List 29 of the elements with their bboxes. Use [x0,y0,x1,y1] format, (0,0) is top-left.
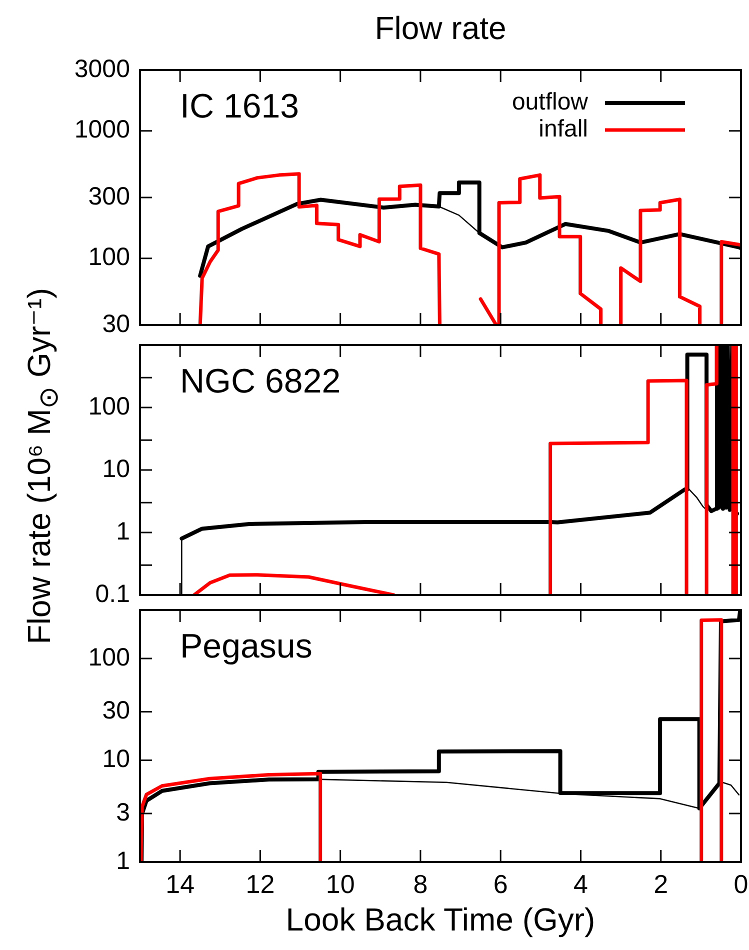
y-tick-label: 3 [116,798,130,826]
y-tick-label: 0.1 [95,580,130,608]
text: NGC 6822 [180,362,341,400]
y-tick-label: 100 [88,643,130,672]
x-tick-label: 2 [654,868,668,899]
x-axis-title: Look Back Time (Gyr) [286,902,596,938]
y-tick-label: 1 [116,517,130,546]
x-tick-label: 10 [326,868,355,899]
legend-label: outflow [512,88,589,116]
text: IC 1613 [180,87,300,126]
y-tick-label: 30 [102,696,130,725]
x-tick-label: 14 [166,868,195,899]
x-tick-label: 12 [246,868,275,899]
y-tick-label: 300 [88,182,130,210]
x-tick-label: 8 [413,868,428,899]
x-tick-label: 0 [734,868,748,899]
y-tick-label: 100 [88,392,130,420]
y-tick-label: 1 [116,846,130,875]
x-tick-label: 4 [574,868,588,899]
y-tick-label: 30 [102,310,130,338]
y-tick-label: 100 [88,243,130,272]
text: Pegasus [180,627,312,666]
y-tick-label: 10 [102,745,130,774]
chart-title: Flow rate [374,10,506,46]
y-tick-label: 3000 [74,54,130,83]
legend-label: infall [538,116,588,143]
x-tick-label: 6 [493,868,508,899]
y-tick-label: 10 [102,454,130,483]
y-tick-label: 1000 [74,116,130,144]
